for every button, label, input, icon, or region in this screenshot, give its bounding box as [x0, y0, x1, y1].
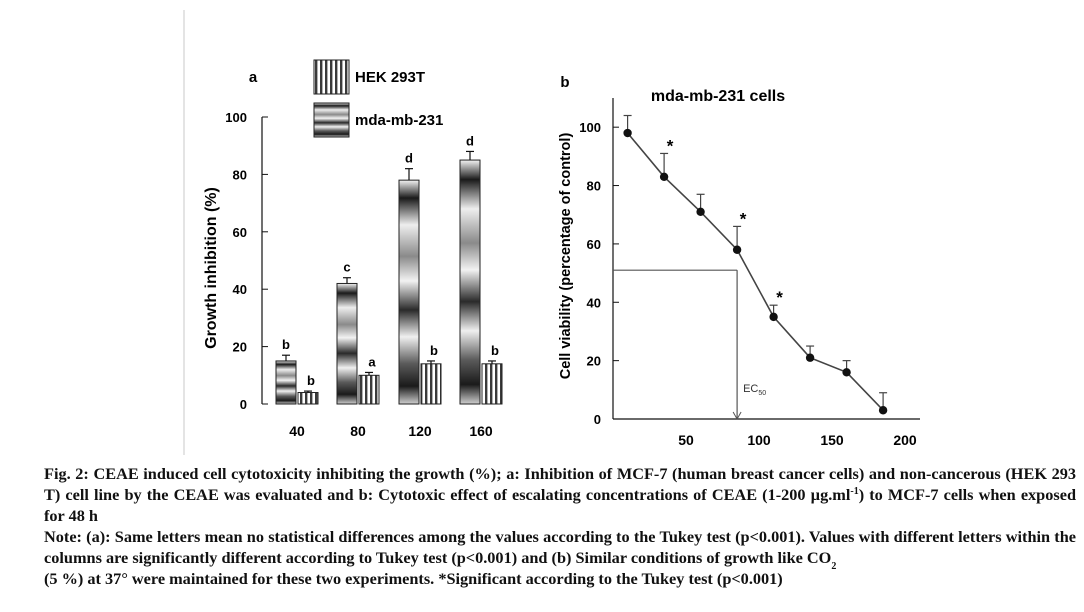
caption-note: Note: (a): Same letters mean no statisti…	[44, 526, 1076, 589]
panel-a-x-tick-label: 120	[408, 423, 432, 439]
viability-point	[732, 245, 742, 254]
ec50-label: EC50	[743, 383, 766, 397]
panel-b-title: mda-mb-231 cells	[651, 88, 785, 105]
caption-fig-label: Fig. 2:	[44, 464, 89, 483]
panel-a: a HEK 293T mda-mb-231 Growth inhibition …	[203, 59, 503, 439]
panel-b-y-tick-label: 0	[594, 412, 601, 427]
panel-a-y-tick-label: 20	[233, 340, 247, 355]
panel-b-y-tick-label: 80	[587, 179, 601, 194]
caption-subscript: 2	[831, 561, 837, 572]
bar-series1	[398, 179, 420, 405]
panel-a-y-axis-label: Growth inhibition (%)	[203, 187, 220, 349]
bar-letter: c	[343, 260, 350, 275]
panel-b-label: b	[560, 74, 569, 91]
ec50-arrow-right	[736, 411, 742, 420]
caption-main: Fig. 2: CEAE induced cell cytotoxicity i…	[44, 463, 1076, 526]
viability-line	[626, 132, 884, 411]
bar-letter: b	[282, 337, 290, 352]
legend-label-mda: mda-mb-231	[355, 112, 443, 129]
panel-b-x-tick-label: 50	[678, 432, 694, 448]
panel-b: b mda-mb-231 cells Cell viability (perce…	[558, 74, 920, 448]
panel-a-y-tick-label: 60	[233, 225, 247, 240]
panel-a-y-tick-label: 0	[240, 397, 247, 412]
bar-series2	[420, 363, 442, 405]
caption-text: CEAE induced cell cytotoxicity inhibitin…	[44, 464, 1077, 504]
panel-b-y-axis-label: Cell viability (percentage of control)	[558, 133, 574, 380]
bar-series2	[481, 363, 503, 405]
bar-letter: b	[430, 343, 438, 358]
legend-swatch-mda	[313, 102, 350, 138]
figure-panels: a HEK 293T mda-mb-231 Growth inhibition …	[183, 10, 920, 455]
panel-b-x-tick-label: 150	[820, 432, 844, 448]
panel-a-y-tick-label: 100	[225, 110, 247, 125]
bar-series1	[336, 282, 358, 405]
panel-b-y-tick-label: 60	[587, 237, 601, 252]
caption-note-text: Note: (a): Same letters mean no statisti…	[44, 527, 1076, 567]
panel-a-y-tick-label: 40	[233, 282, 247, 297]
bar-letter: b	[491, 343, 499, 358]
significance-star: *	[740, 209, 747, 228]
legend-swatch-hek	[313, 59, 350, 95]
bar-letter: d	[466, 133, 474, 148]
caption-superscript: -1	[850, 486, 859, 497]
viability-point	[878, 406, 888, 415]
bar-letter: b	[307, 373, 315, 388]
caption-note-text-2: (5 %) at 37° were maintained for these t…	[44, 569, 783, 588]
viability-point	[623, 128, 632, 138]
panel-a-x-tick-label: 40	[289, 423, 305, 439]
bar-series1	[275, 360, 297, 405]
panel-a-x-tick-label: 160	[469, 423, 493, 439]
viability-point	[805, 353, 815, 362]
bar-letter: d	[405, 151, 413, 166]
viability-point	[842, 368, 851, 377]
panel-a-legend: HEK 293T mda-mb-231	[313, 59, 443, 138]
bar-letter: a	[368, 354, 376, 369]
bar-series2	[297, 392, 319, 405]
significance-star: *	[776, 288, 783, 307]
viability-point	[659, 172, 669, 181]
panel-a-y-tick-label: 80	[233, 167, 247, 182]
significance-star: *	[667, 136, 674, 155]
panel-a-label: a	[249, 69, 258, 86]
ec50-label-subscript: 50	[758, 390, 766, 397]
viability-point	[696, 207, 705, 217]
ec50-arrow-left	[732, 411, 738, 420]
panel-a-x-tick-label: 80	[350, 423, 366, 439]
viability-point	[769, 312, 778, 322]
panel-b-x-tick-label: 200	[893, 432, 917, 448]
panel-b-y-tick-label: 20	[587, 354, 601, 369]
panel-b-x-tick-label: 100	[747, 432, 771, 448]
figure-caption: Fig. 2: CEAE induced cell cytotoxicity i…	[44, 463, 1076, 589]
panel-b-y-tick-label: 100	[579, 120, 601, 135]
panel-b-y-tick-label: 40	[587, 295, 601, 310]
caption-text-end: ) to MCF-7 cells when exposed for 48 h	[44, 485, 1077, 525]
legend-label-hek: HEK 293T	[355, 69, 425, 86]
bar-series1	[459, 159, 481, 405]
bar-series2	[358, 374, 380, 405]
